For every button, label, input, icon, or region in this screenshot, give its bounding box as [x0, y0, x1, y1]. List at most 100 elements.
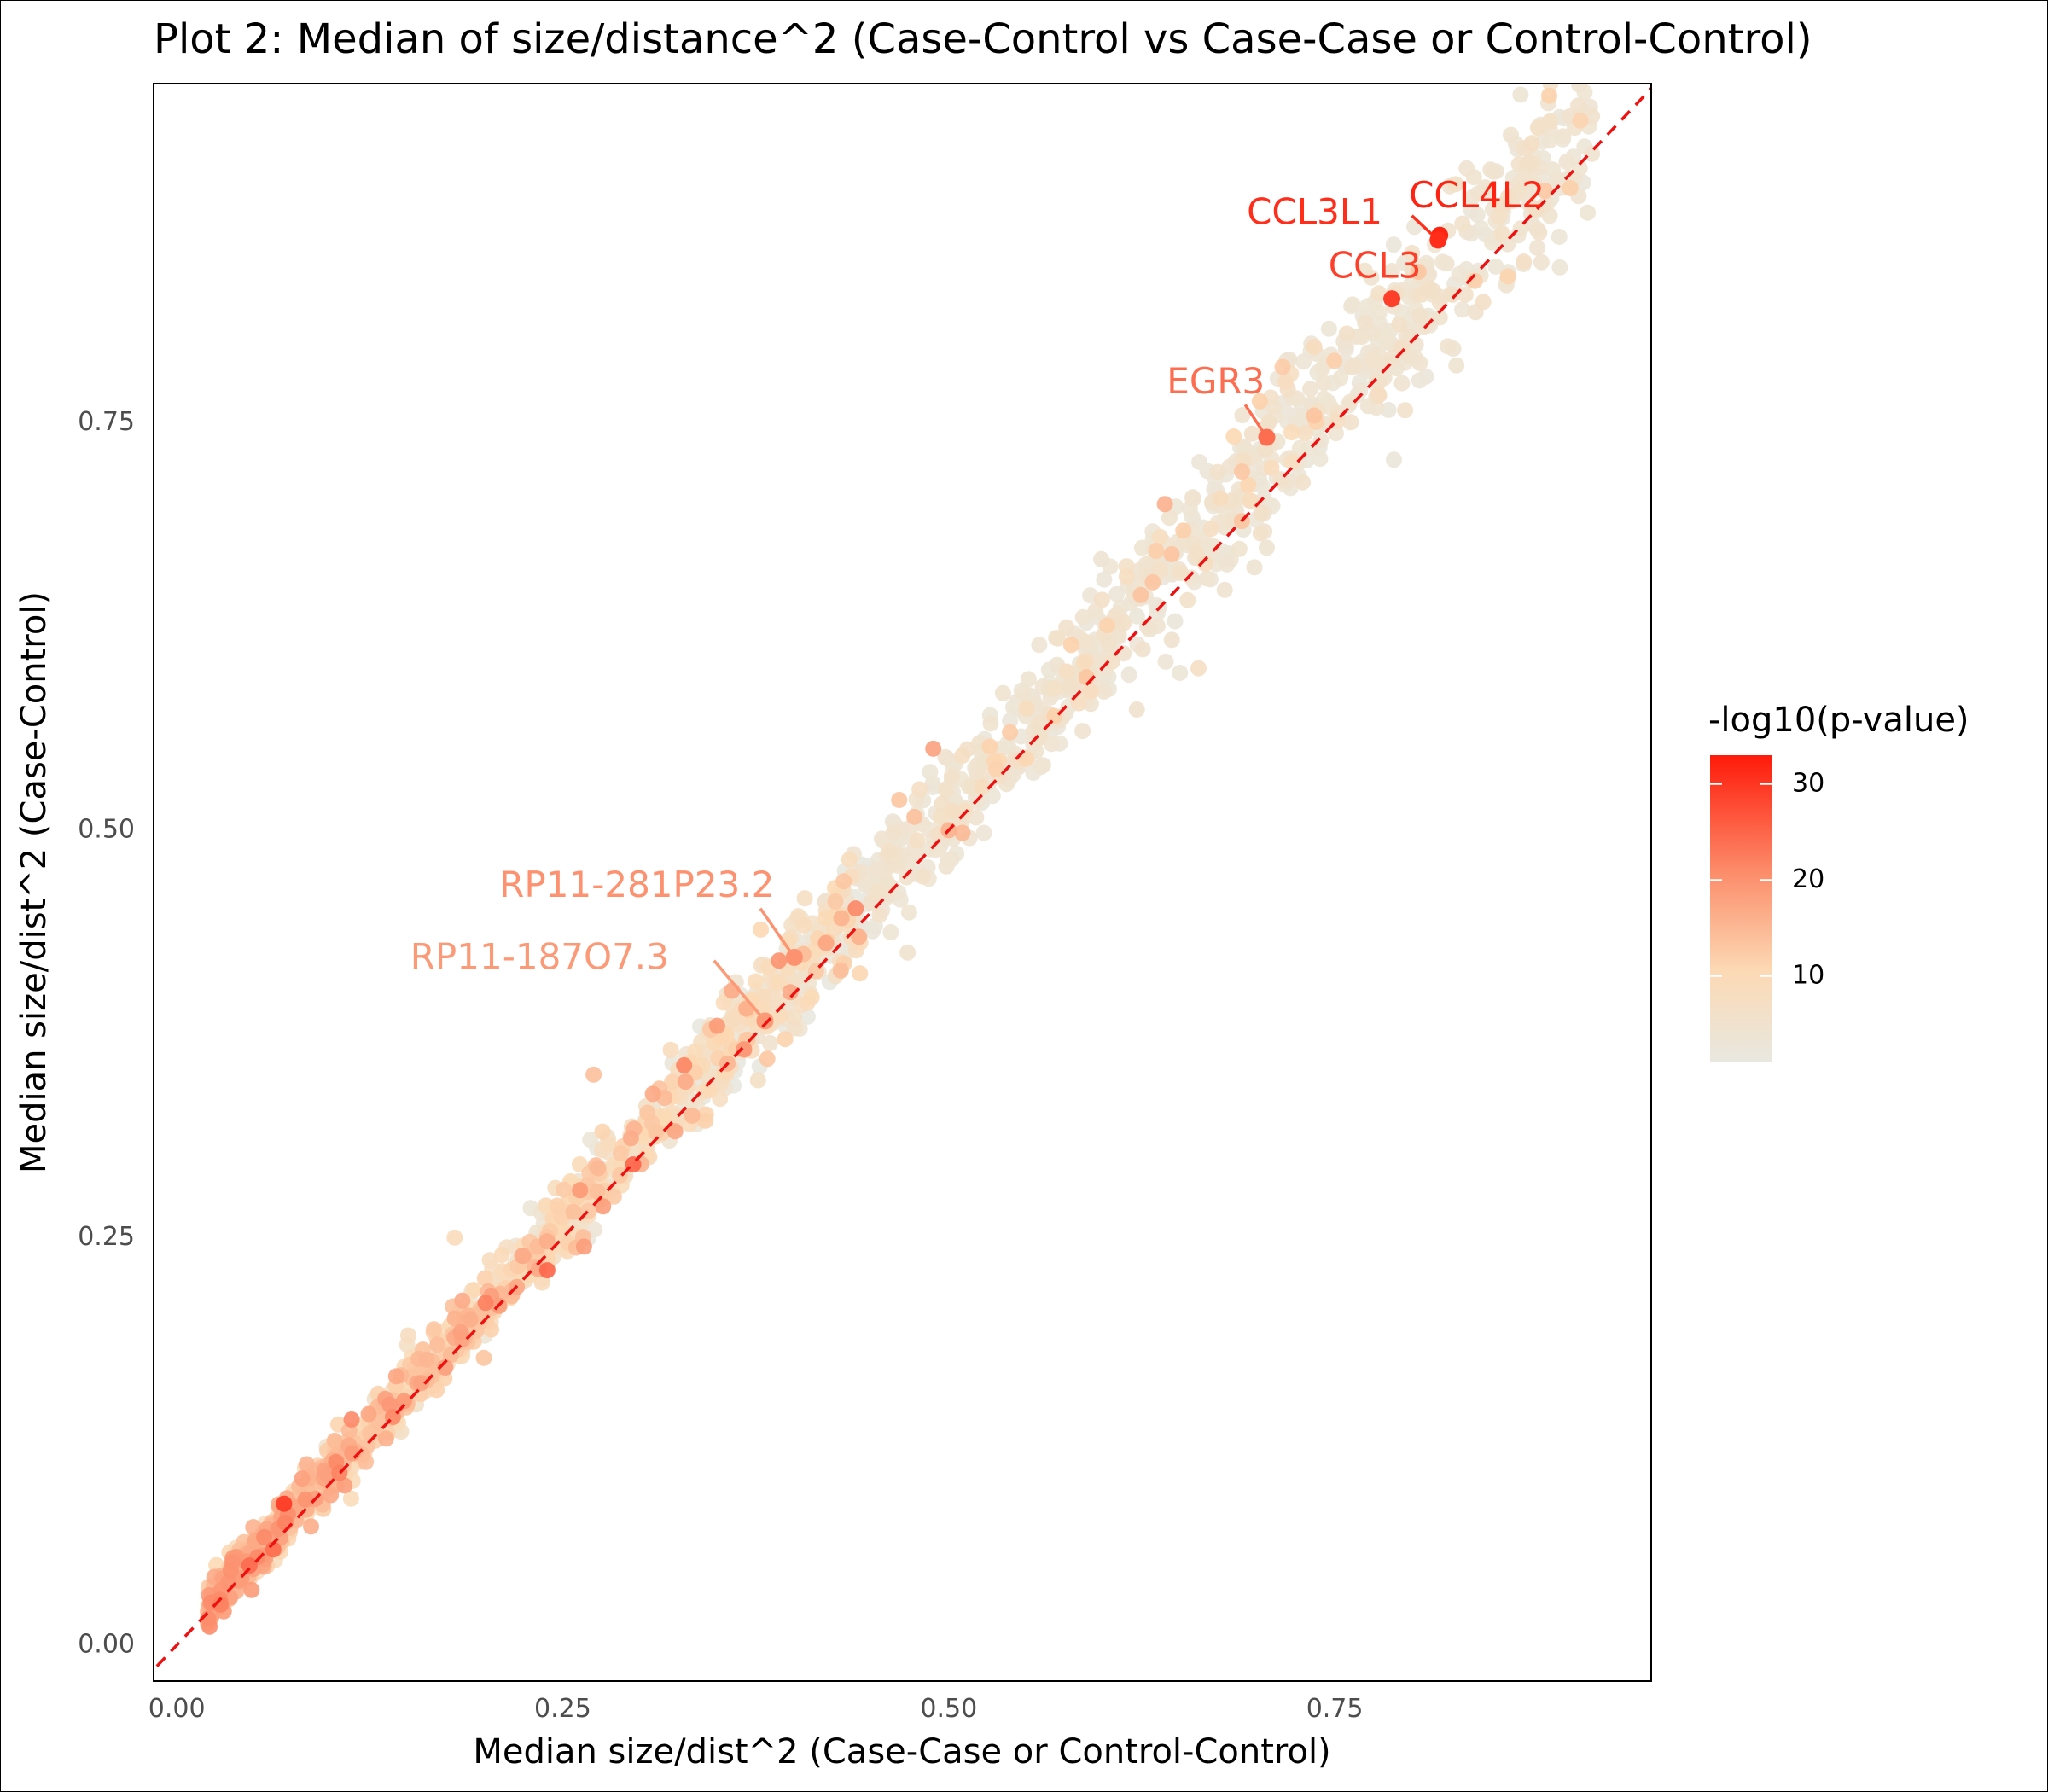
data-point	[212, 1596, 229, 1613]
data-point	[852, 965, 869, 982]
data-point	[648, 1124, 665, 1141]
data-point	[1015, 685, 1032, 702]
data-point	[565, 1203, 582, 1220]
gene-label: RP11-281P23.2	[499, 864, 774, 905]
data-point	[1115, 614, 1132, 631]
data-point	[1120, 666, 1137, 684]
data-point	[538, 1233, 556, 1250]
data-point	[644, 1085, 661, 1103]
data-point	[1225, 428, 1242, 445]
color-legend: -log10(p-value) 10 20 30	[1708, 701, 1969, 1062]
data-point	[708, 1017, 725, 1034]
data-point	[922, 764, 939, 781]
data-point	[1076, 655, 1092, 672]
data-point	[1442, 286, 1459, 303]
data-point	[982, 715, 999, 732]
data-point	[1393, 340, 1410, 357]
data-point	[841, 851, 858, 868]
data-point	[1572, 112, 1589, 129]
data-point	[1196, 556, 1213, 572]
data-point	[1096, 571, 1113, 588]
data-point	[1411, 372, 1428, 389]
data-point	[585, 1066, 602, 1083]
data-point	[1487, 258, 1504, 275]
x-tick-label: 0.00	[148, 1694, 206, 1724]
data-point	[1352, 381, 1369, 399]
data-point	[476, 1270, 493, 1287]
data-point	[575, 1238, 592, 1255]
data-point	[786, 1009, 803, 1026]
data-point	[1454, 215, 1471, 232]
data-point	[891, 792, 908, 808]
data-point	[943, 768, 960, 785]
legend-title: -log10(p-value)	[1708, 701, 1969, 740]
data-point	[937, 781, 954, 798]
data-point	[418, 1351, 435, 1368]
data-point	[1315, 375, 1332, 392]
gene-label: EGR3	[1167, 360, 1265, 402]
data-point	[1205, 538, 1222, 555]
data-point	[1306, 339, 1323, 356]
data-point	[1031, 730, 1048, 747]
data-point	[1076, 633, 1093, 650]
data-point	[1537, 183, 1553, 200]
x-axis-label: Median size/dist^2 (Case-Case or Control…	[473, 1732, 1330, 1772]
data-point	[1356, 262, 1373, 279]
data-point	[847, 900, 864, 917]
data-point	[1320, 320, 1337, 337]
data-point	[957, 802, 974, 819]
data-point	[595, 1198, 612, 1215]
data-point	[1391, 316, 1408, 333]
data-point	[1541, 87, 1557, 104]
data-point	[1058, 619, 1075, 636]
data-point	[1357, 314, 1374, 331]
data-point	[1093, 550, 1109, 567]
data-point	[381, 1396, 399, 1413]
data-point	[1234, 407, 1251, 424]
data-point	[465, 1282, 482, 1299]
plot-panel-border	[153, 83, 1652, 1682]
gene-label: CCL3	[1329, 244, 1422, 286]
data-point	[1521, 154, 1538, 172]
legend-tick-label: 20	[1792, 864, 1824, 894]
data-point	[1476, 179, 1493, 196]
data-point	[1448, 357, 1465, 374]
data-point	[452, 1324, 469, 1341]
y-tick-label: 0.00	[78, 1629, 135, 1659]
x-tick-label: 0.25	[534, 1694, 591, 1724]
y-tick-label: 0.75	[78, 407, 135, 437]
data-point	[294, 1470, 311, 1487]
data-point	[1562, 180, 1579, 196]
data-point	[1351, 328, 1368, 345]
data-point	[954, 748, 971, 765]
gene-label: CCL3L1	[1247, 190, 1382, 232]
data-point	[1260, 414, 1277, 431]
data-point	[782, 984, 799, 1001]
data-point	[336, 1477, 353, 1494]
gene-label: CCL4L2	[1409, 174, 1545, 216]
data-point	[1332, 369, 1349, 387]
data-point	[613, 1145, 629, 1162]
data-point	[556, 1181, 573, 1198]
data-point	[662, 1041, 679, 1058]
data-point	[1137, 556, 1155, 573]
data-point	[426, 1321, 442, 1338]
data-point	[1018, 750, 1035, 767]
data-point	[1551, 259, 1568, 276]
data-point	[1099, 617, 1115, 634]
data-point	[1370, 374, 1387, 391]
data-point	[1156, 496, 1173, 513]
data-point	[1132, 586, 1149, 603]
data-point	[429, 1336, 446, 1353]
data-point	[1438, 255, 1455, 272]
data-point	[1338, 325, 1355, 342]
data-point	[538, 1262, 556, 1279]
data-point	[1163, 546, 1180, 562]
data-point	[984, 788, 1001, 805]
data-point	[1277, 374, 1295, 391]
data-point	[1093, 591, 1110, 608]
data-point	[1328, 425, 1344, 442]
data-point	[1184, 489, 1201, 506]
data-point	[1172, 565, 1189, 581]
data-point	[572, 1182, 589, 1199]
